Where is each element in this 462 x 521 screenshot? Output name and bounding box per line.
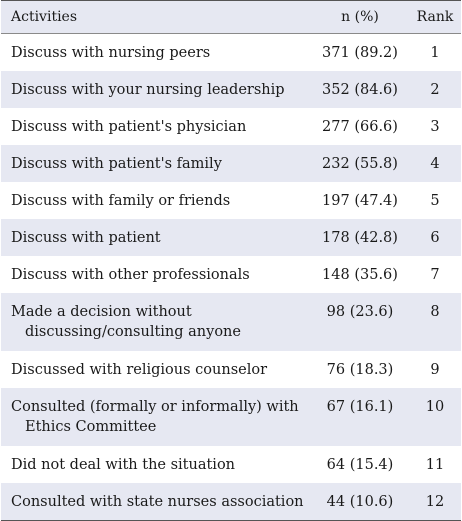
table-row: Discussed with religious counselor 76 (1… [1, 351, 461, 388]
table-header: Activities n (%) Rank [1, 1, 461, 34]
activity-cell: Discuss with family or friends [11, 193, 231, 209]
activity-cell: Did not deal with the situation [11, 457, 236, 473]
n-percent-cell: 197 (47.4) [322, 193, 398, 209]
rank-cell: 9 [430, 362, 440, 378]
rank-cell: 5 [430, 193, 440, 209]
rank-cell: 7 [430, 267, 440, 283]
n-percent-cell: 371 (89.2) [322, 45, 398, 61]
header-rank: Rank [416, 9, 454, 25]
table-row: Discuss with patient's family 232 (55.8)… [1, 145, 461, 182]
activity-cell: Consulted with state nurses association [11, 494, 304, 510]
table-row: Discuss with your nursing leadership 352… [1, 71, 461, 108]
table-row: Discuss with patient's physician 277 (66… [1, 108, 461, 145]
n-percent-cell: 232 (55.8) [322, 156, 398, 172]
n-percent-cell: 67 (16.1) [326, 399, 394, 415]
n-percent-cell: 352 (84.6) [322, 82, 398, 98]
header-activities: Activities [11, 9, 78, 25]
rank-cell: 6 [430, 230, 440, 246]
rank-cell: 10 [425, 399, 445, 415]
n-percent-cell: 44 (10.6) [326, 494, 394, 510]
rank-cell: 2 [430, 82, 440, 98]
activity-cell: Discussed with religious counselor [11, 362, 268, 378]
table-row: Discuss with nursing peers 371 (89.2) 1 [1, 34, 461, 71]
table-row: Made a decision without discussing/consu… [1, 293, 461, 351]
activity-cell: Discuss with nursing peers [11, 45, 211, 61]
n-percent-cell: 76 (18.3) [326, 362, 394, 378]
table-row: Did not deal with the situation 64 (15.4… [1, 446, 461, 483]
activity-cell: Consulted (formally or informally) with … [11, 399, 299, 435]
table-row: Consulted (formally or informally) with … [1, 388, 461, 446]
rank-cell: 1 [430, 45, 440, 61]
table-row: Discuss with other professionals 148 (35… [1, 256, 461, 293]
table-row: Discuss with family or friends 197 (47.4… [1, 182, 461, 219]
table-row: Discuss with patient 178 (42.8) 6 [1, 219, 461, 256]
activity-cell: Discuss with patient [11, 230, 161, 246]
rank-cell: 11 [425, 457, 445, 473]
activity-cell: Made a decision without discussing/consu… [11, 304, 241, 340]
activity-cell: Discuss with patient's family [11, 156, 222, 172]
n-percent-cell: 277 (66.6) [322, 119, 398, 135]
header-n-percent: n (%) [341, 9, 379, 25]
n-percent-cell: 98 (23.6) [326, 304, 394, 320]
table-row: Consulted with state nurses association … [1, 483, 461, 520]
activity-cell: Discuss with other professionals [11, 267, 250, 283]
activity-cell: Discuss with your nursing leadership [11, 82, 285, 98]
rank-cell: 3 [430, 119, 440, 135]
activity-cell: Discuss with patient's physician [11, 119, 247, 135]
n-percent-cell: 178 (42.8) [322, 230, 398, 246]
n-percent-cell: 64 (15.4) [326, 457, 394, 473]
rank-cell: 12 [425, 494, 445, 510]
rank-cell: 4 [430, 156, 440, 172]
rank-cell: 8 [430, 304, 440, 320]
n-percent-cell: 148 (35.6) [322, 267, 398, 283]
